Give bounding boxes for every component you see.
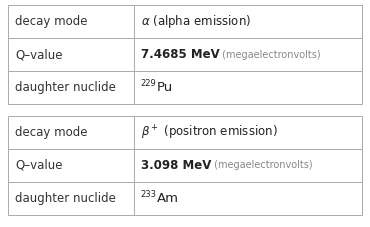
Bar — [8, 116, 134, 149]
Bar — [134, 5, 362, 38]
Text: $\beta^+$ (positron emission): $\beta^+$ (positron emission) — [141, 123, 278, 142]
Bar — [134, 182, 362, 215]
Bar — [8, 38, 134, 71]
Text: Pu: Pu — [157, 81, 173, 94]
Text: decay mode: decay mode — [15, 126, 87, 139]
Text: 229: 229 — [141, 79, 157, 88]
Text: Q–value: Q–value — [15, 159, 63, 172]
Text: Am: Am — [157, 192, 179, 205]
Text: daughter nuclide: daughter nuclide — [15, 192, 116, 205]
Text: (megaelectronvolts): (megaelectronvolts) — [219, 49, 321, 59]
Text: 7.4685 MeV: 7.4685 MeV — [141, 48, 219, 61]
Bar — [134, 71, 362, 104]
Text: $\alpha$ (alpha emission): $\alpha$ (alpha emission) — [141, 13, 251, 30]
Bar — [8, 149, 134, 182]
Text: daughter nuclide: daughter nuclide — [15, 81, 116, 94]
Text: (megaelectronvolts): (megaelectronvolts) — [211, 160, 313, 170]
Text: Q–value: Q–value — [15, 48, 63, 61]
Text: 233: 233 — [141, 190, 157, 199]
Bar — [8, 5, 134, 38]
Text: decay mode: decay mode — [15, 15, 87, 28]
Bar — [134, 149, 362, 182]
Bar — [8, 182, 134, 215]
Text: 3.098 MeV: 3.098 MeV — [141, 159, 211, 172]
Bar — [134, 116, 362, 149]
Bar — [8, 71, 134, 104]
Bar — [134, 38, 362, 71]
